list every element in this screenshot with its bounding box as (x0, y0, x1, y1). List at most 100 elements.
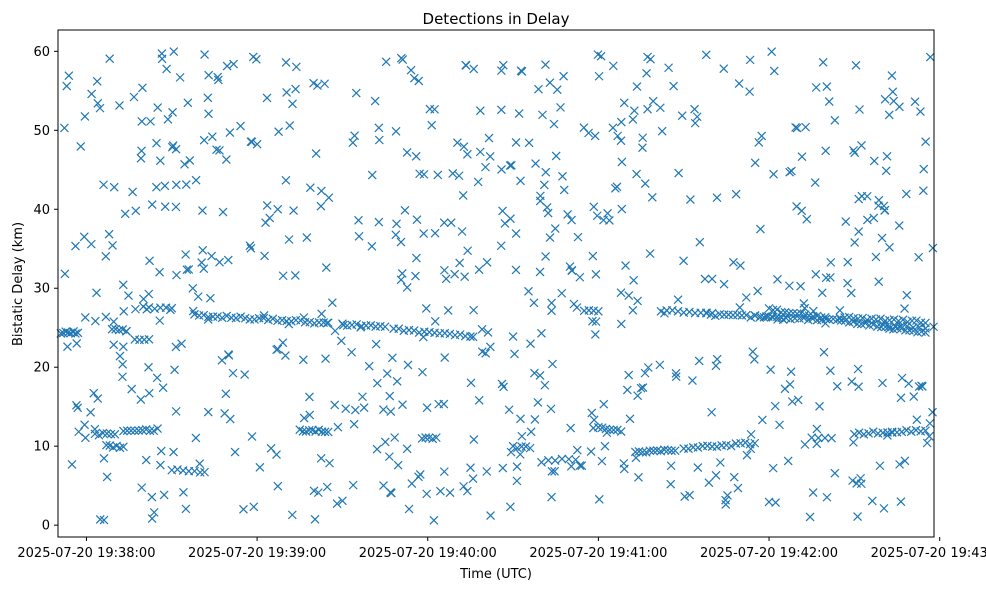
clutter-point (141, 455, 151, 465)
clutter-point (557, 288, 567, 298)
clutter-point (80, 313, 90, 322)
clutter-point (316, 186, 326, 196)
track-point (659, 445, 669, 455)
track-point (792, 309, 802, 319)
clutter-point (594, 494, 604, 504)
clutter-point (832, 381, 842, 391)
clutter-point (466, 378, 476, 388)
clutter-point (853, 364, 863, 374)
clutter-point (642, 68, 651, 78)
clutter-point (384, 452, 394, 462)
plot-area (56, 47, 938, 525)
clutter-point (826, 257, 836, 267)
track-point (571, 455, 581, 465)
clutter-point (440, 353, 450, 362)
clutter-point (131, 304, 140, 314)
clutter-point (729, 257, 738, 267)
y-tick-label: 20 (33, 361, 50, 376)
clutter-point (712, 193, 722, 203)
clutter-point (260, 251, 269, 261)
clutter-point (600, 441, 610, 451)
clutter-point (330, 400, 340, 410)
clutter-point (897, 373, 907, 383)
data-points (56, 47, 938, 525)
clutter-point (193, 292, 203, 302)
track-point (898, 315, 908, 325)
clutter-point (273, 481, 283, 491)
clutter-point (409, 73, 419, 83)
clutter-point (446, 218, 456, 228)
clutter-point (406, 65, 416, 75)
clutter-point (199, 264, 209, 274)
track-point (854, 428, 864, 438)
clutter-point (843, 278, 852, 288)
clutter-point (108, 241, 117, 250)
clutter-point (904, 379, 914, 389)
track-point (537, 457, 546, 467)
clutter-point (924, 431, 934, 441)
track-point (543, 455, 553, 465)
clutter-point (638, 143, 647, 153)
track-point (719, 310, 729, 320)
track-point (409, 326, 419, 335)
y-tick-label: 30 (33, 282, 50, 297)
clutter-point (109, 182, 119, 192)
track-point (897, 427, 907, 437)
clutter-point (474, 395, 484, 405)
track-point (858, 313, 868, 323)
clutter-point (229, 59, 239, 69)
clutter-point (90, 316, 100, 326)
track-point (673, 306, 683, 316)
clutter-point (628, 115, 638, 124)
clutter-point (157, 49, 167, 59)
clutter-point (915, 107, 925, 117)
clutter-point (92, 288, 101, 298)
clutter-point (149, 507, 159, 517)
clutter-point (624, 370, 634, 380)
clutter-point (153, 103, 163, 113)
clutter-point (629, 275, 639, 285)
track-point (593, 306, 603, 316)
clutter-point (203, 407, 213, 417)
clutter-point (170, 365, 180, 375)
clutter-point (579, 123, 589, 133)
clutter-point (325, 458, 334, 468)
clutter-point (415, 470, 425, 479)
track-point (808, 311, 818, 321)
clutter-point (171, 342, 181, 352)
y-axis-label: Bistatic Delay (km) (11, 222, 26, 346)
clutter-point (333, 422, 343, 432)
clutter-point (770, 401, 780, 411)
track-point (813, 433, 823, 443)
clutter-point (533, 397, 543, 407)
clutter-point (302, 233, 312, 243)
clutter-point (694, 356, 704, 366)
clutter-point (855, 105, 864, 114)
clutter-point (546, 404, 556, 414)
clutter-point (338, 496, 347, 506)
clutter-point (887, 71, 897, 81)
track-point (912, 316, 921, 326)
clutter-point (869, 156, 879, 166)
clutter-point (64, 71, 74, 81)
clutter-point (330, 326, 340, 336)
clutter-point (245, 241, 255, 251)
clutter-point (638, 383, 648, 392)
clutter-point (316, 201, 326, 211)
clutter-point (825, 366, 835, 376)
clutter-point (500, 219, 510, 228)
clutter-point (443, 305, 453, 315)
clutter-point (102, 472, 112, 482)
clutter-point (281, 58, 291, 67)
clutter-point (673, 295, 683, 305)
clutter-point (370, 96, 380, 106)
clutter-point (441, 274, 451, 284)
clutter-point (247, 137, 257, 147)
clutter-point (590, 131, 600, 141)
clutter-point (812, 439, 822, 449)
clutter-point (80, 420, 90, 430)
clutter-point (591, 317, 601, 327)
track-point (906, 427, 916, 437)
clutter-point (530, 414, 540, 424)
